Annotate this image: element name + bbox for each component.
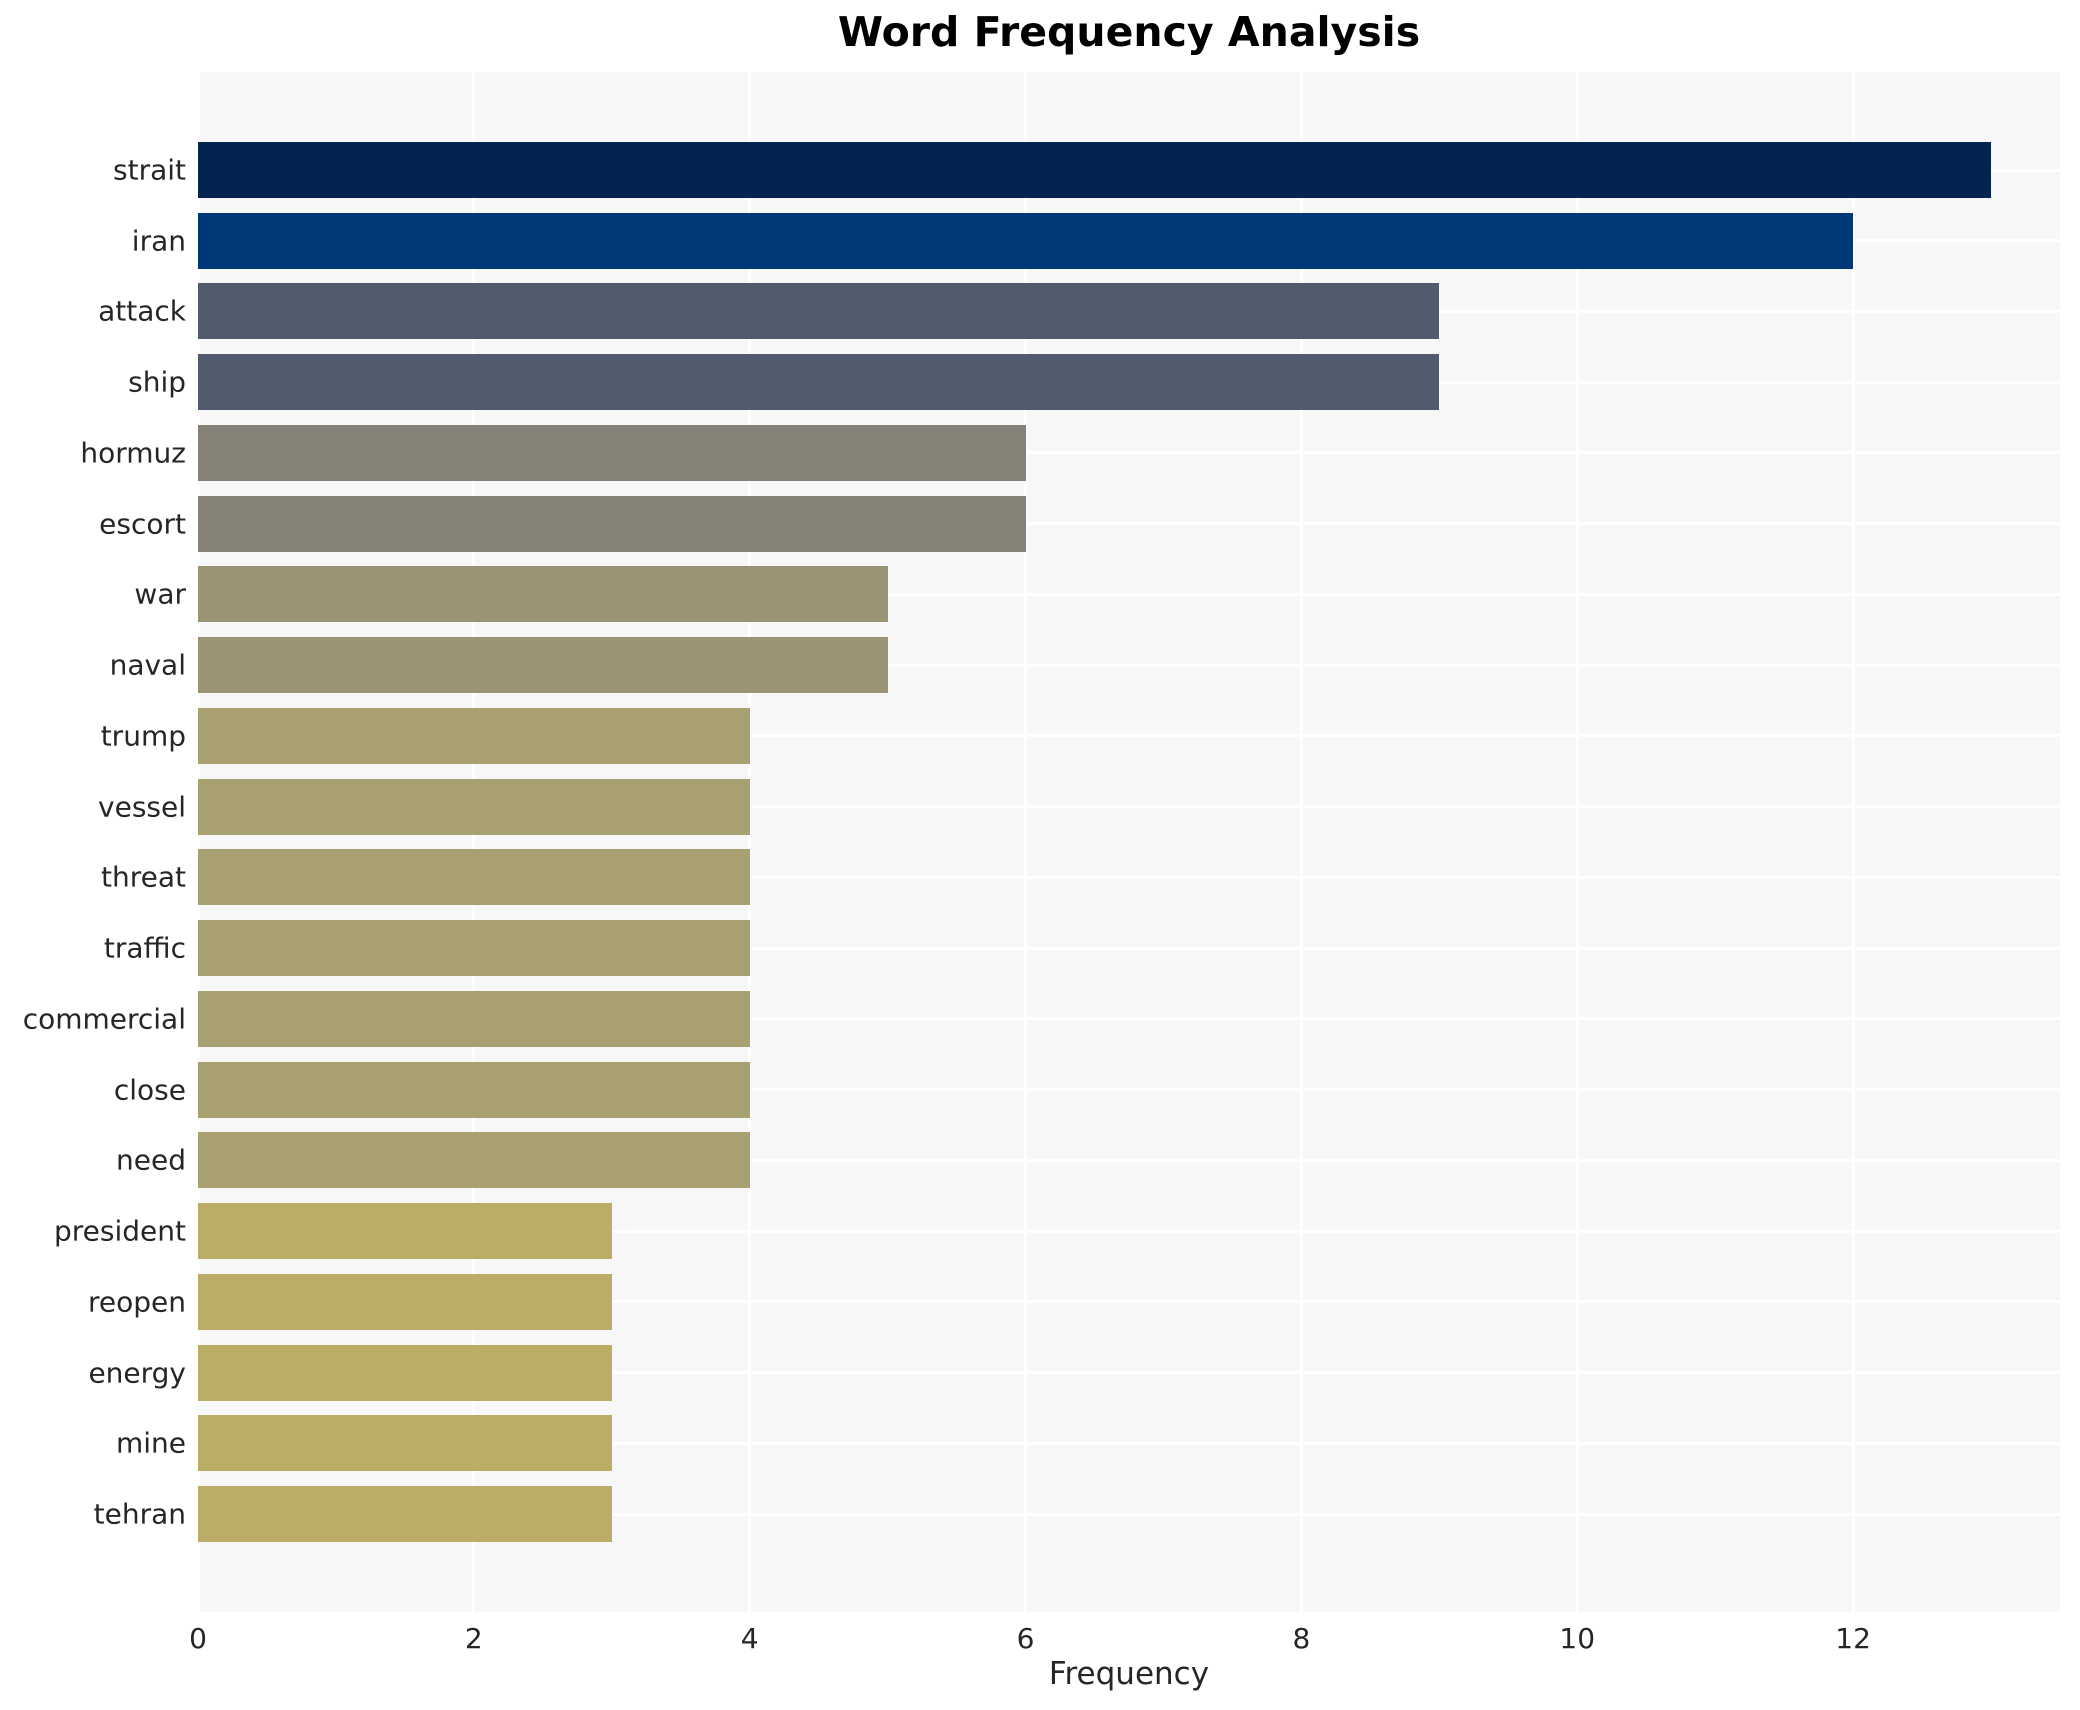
y-tick-label-attack: attack <box>98 294 186 328</box>
y-tick-label-strait: strait <box>113 153 186 187</box>
horizontal-gridline <box>198 875 2060 879</box>
x-tick-label-6: 6 <box>1016 1622 1035 1655</box>
vertical-gridline <box>1024 72 1028 1612</box>
bar-commercial <box>198 990 750 1047</box>
horizontal-gridline <box>198 1300 2060 1304</box>
y-tick-label-reopen: reopen <box>88 1285 186 1319</box>
vertical-gridline <box>1299 72 1303 1612</box>
vertical-gridline <box>196 72 200 1612</box>
bar-close <box>198 1061 750 1118</box>
y-tick-label-close: close <box>113 1073 186 1107</box>
bar-naval <box>198 637 888 694</box>
bar-trump <box>198 707 750 764</box>
bar-reopen <box>198 1273 612 1330</box>
horizontal-gridline <box>198 1512 2060 1516</box>
horizontal-gridline <box>198 1229 2060 1233</box>
y-tick-label-war: war <box>134 577 186 611</box>
bar-need <box>198 1132 750 1189</box>
horizontal-gridline <box>198 1017 2060 1021</box>
bar-strait <box>198 142 1992 198</box>
y-tick-label-traffic: traffic <box>103 931 186 965</box>
x-tick-label-12: 12 <box>1835 1622 1871 1655</box>
x-tick-label-10: 10 <box>1559 1622 1596 1655</box>
plot-area <box>196 72 2060 1612</box>
bar-threat <box>198 849 750 906</box>
vertical-gridline <box>1575 72 1579 1612</box>
bar-tehran <box>198 1486 612 1542</box>
y-tick-label-vessel: vessel <box>98 790 186 824</box>
y-tick-label-tehran: tehran <box>93 1497 186 1531</box>
y-tick-label-need: need <box>116 1143 186 1177</box>
x-tick-label-4: 4 <box>740 1622 759 1655</box>
horizontal-gridline <box>198 522 2060 526</box>
vertical-gridline <box>1851 72 1855 1612</box>
y-tick-label-iran: iran <box>131 224 186 258</box>
bar-vessel <box>198 778 750 835</box>
y-tick-label-energy: energy <box>88 1356 186 1390</box>
horizontal-gridline <box>198 946 2060 950</box>
x-axis-label: Frequency <box>1048 1656 1210 1692</box>
bar-attack <box>198 283 1440 340</box>
bar-hormuz <box>198 424 1026 481</box>
y-tick-label-naval: naval <box>109 648 186 682</box>
vertical-gridline <box>472 72 476 1612</box>
bar-war <box>198 566 888 623</box>
y-tick-label-trump: trump <box>100 719 186 753</box>
bar-president <box>198 1203 612 1260</box>
horizontal-gridline <box>198 451 2060 455</box>
bar-escort <box>198 495 1026 552</box>
horizontal-gridline <box>198 1441 2060 1445</box>
y-tick-label-hormuz: hormuz <box>80 436 186 470</box>
bar-traffic <box>198 920 750 977</box>
bar-mine <box>198 1415 612 1472</box>
x-tick-label-0: 0 <box>189 1622 207 1655</box>
horizontal-gridline <box>198 734 2060 738</box>
y-tick-label-mine: mine <box>115 1426 186 1460</box>
y-tick-label-threat: threat <box>101 860 186 894</box>
x-tick-label-2: 2 <box>464 1622 483 1655</box>
horizontal-gridline <box>198 592 2060 596</box>
bar-ship <box>198 354 1440 411</box>
y-tick-label-president: president <box>54 1214 186 1248</box>
x-tick-label-8: 8 <box>1292 1622 1311 1655</box>
horizontal-gridline <box>198 1158 2060 1162</box>
horizontal-gridline <box>198 805 2060 809</box>
y-tick-label-commercial: commercial <box>22 1002 186 1036</box>
vertical-gridline <box>748 72 752 1612</box>
y-tick-label-escort: escort <box>99 507 186 541</box>
y-tick-label-ship: ship <box>128 365 186 399</box>
horizontal-gridline <box>198 663 2060 667</box>
horizontal-gridline <box>198 1088 2060 1092</box>
bar-iran <box>198 212 1854 269</box>
horizontal-gridline <box>198 1371 2060 1375</box>
chart-title: Word Frequency Analysis <box>837 8 1421 56</box>
bar-energy <box>198 1344 612 1401</box>
